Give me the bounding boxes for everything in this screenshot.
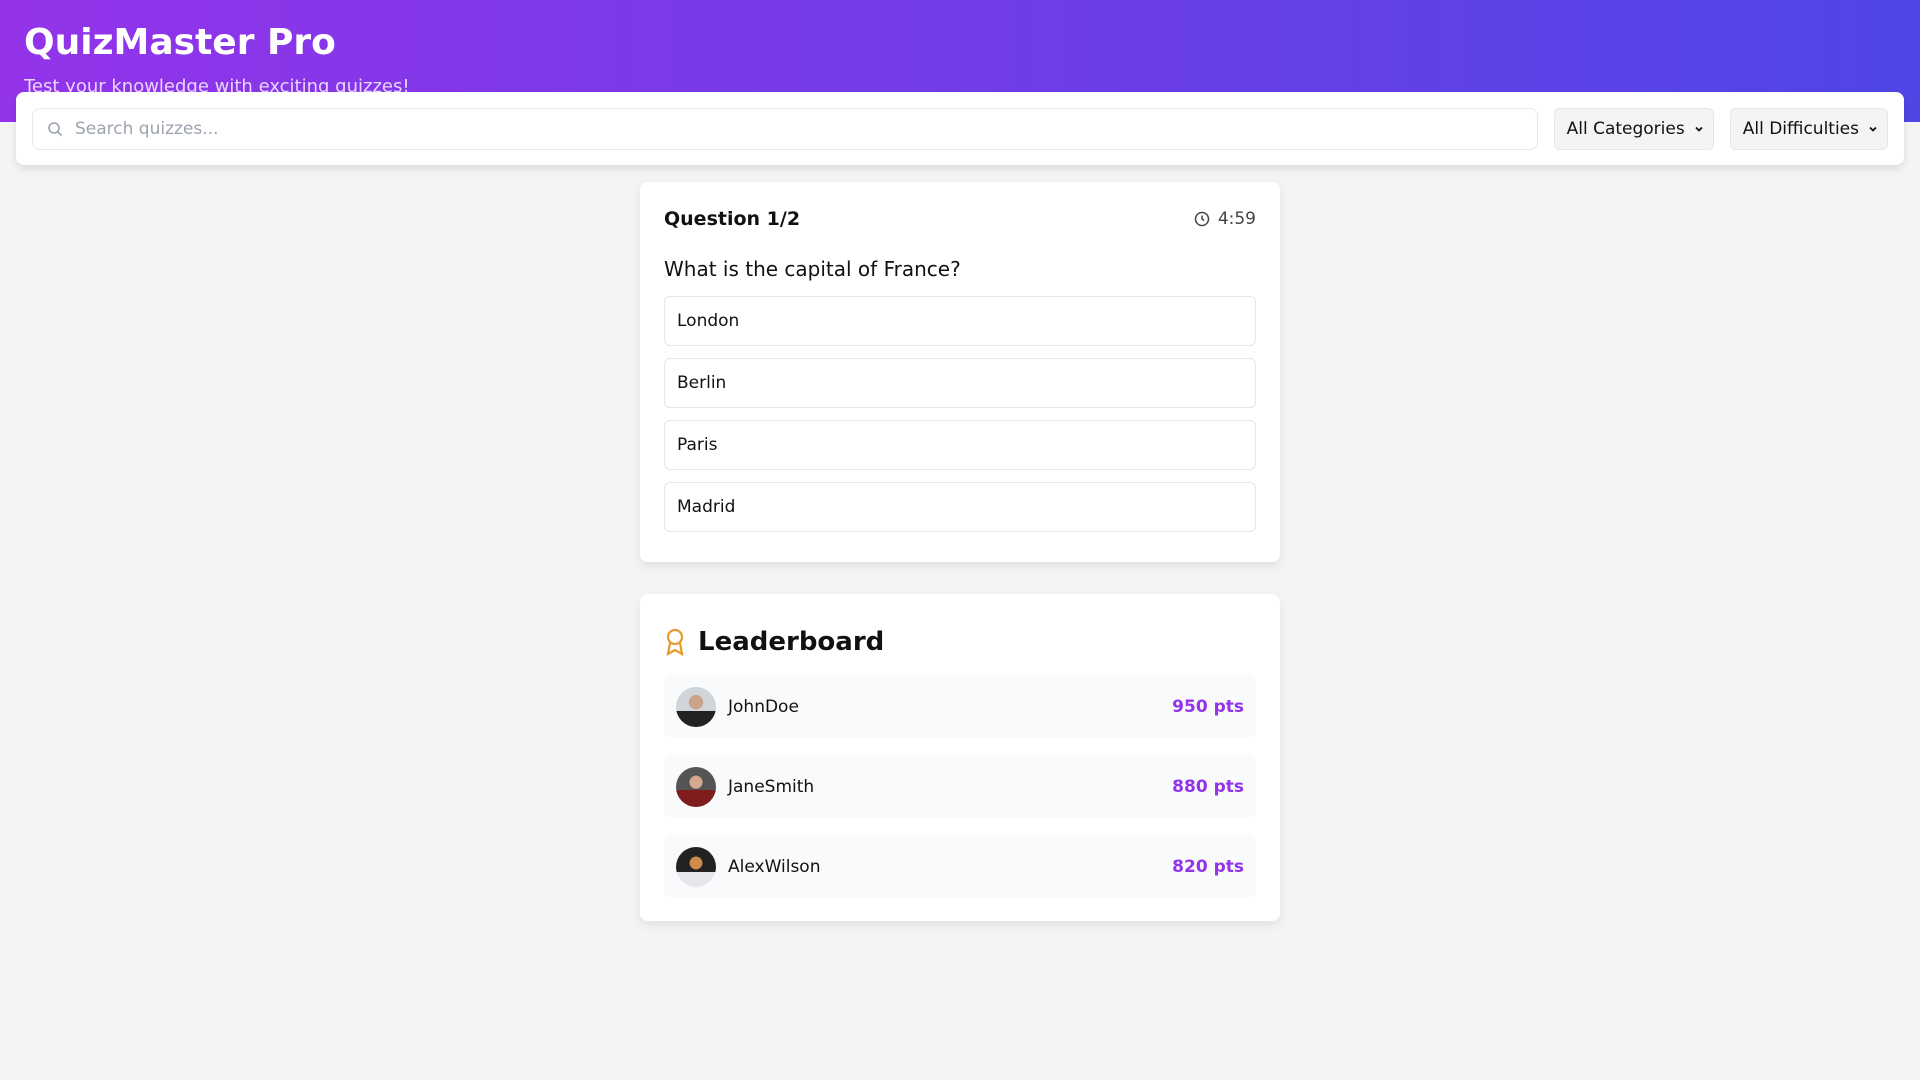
leaderboard-title: Leaderboard (698, 627, 885, 657)
avatar (676, 686, 716, 727)
player-points: 820 pts (1172, 856, 1244, 877)
app-title: QuizMaster Pro (24, 22, 336, 63)
question-card: Question 1/2 4:59 What is the capital of… (640, 182, 1280, 562)
app-subtitle: Test your knowledge with exciting quizze… (24, 76, 410, 97)
leaderboard-row: JohnDoe 950 pts (664, 675, 1256, 738)
search-box[interactable] (32, 107, 1538, 150)
player-points: 950 pts (1172, 696, 1244, 717)
category-select[interactable]: All Categories (1553, 107, 1714, 150)
award-icon (666, 628, 684, 656)
category-select-value: All Categories (1566, 118, 1685, 139)
timer-value: 4:59 (1217, 209, 1256, 229)
player-points: 880 pts (1172, 776, 1244, 797)
avatar (676, 766, 716, 807)
timer: 4:59 (1194, 209, 1256, 229)
player-name: JaneSmith (728, 776, 815, 797)
clock-icon (1194, 211, 1210, 227)
filter-toolbar: All Categories All Difficulties (16, 92, 1904, 165)
question-text: What is the capital of France? (664, 257, 961, 281)
chevron-down-icon (1869, 126, 1877, 132)
leaderboard-card: Leaderboard JohnDoe 950 pts JaneSmith 88… (640, 594, 1280, 921)
leaderboard-row: JaneSmith 880 pts (664, 755, 1256, 818)
player-name: AlexWilson (728, 856, 821, 877)
question-counter: Question 1/2 (664, 208, 801, 230)
chevron-down-icon (1695, 126, 1703, 132)
search-input[interactable] (75, 118, 1523, 139)
difficulty-select-value: All Difficulties (1742, 118, 1859, 139)
search-icon (48, 121, 63, 136)
leaderboard-row: AlexWilson 820 pts (664, 835, 1256, 898)
answer-option[interactable]: Paris (664, 420, 1256, 470)
answer-option[interactable]: Berlin (664, 358, 1256, 408)
difficulty-select[interactable]: All Difficulties (1729, 107, 1888, 150)
player-name: JohnDoe (728, 696, 799, 717)
answer-option[interactable]: London (664, 296, 1256, 346)
answer-option[interactable]: Madrid (664, 482, 1256, 532)
avatar (676, 846, 716, 887)
